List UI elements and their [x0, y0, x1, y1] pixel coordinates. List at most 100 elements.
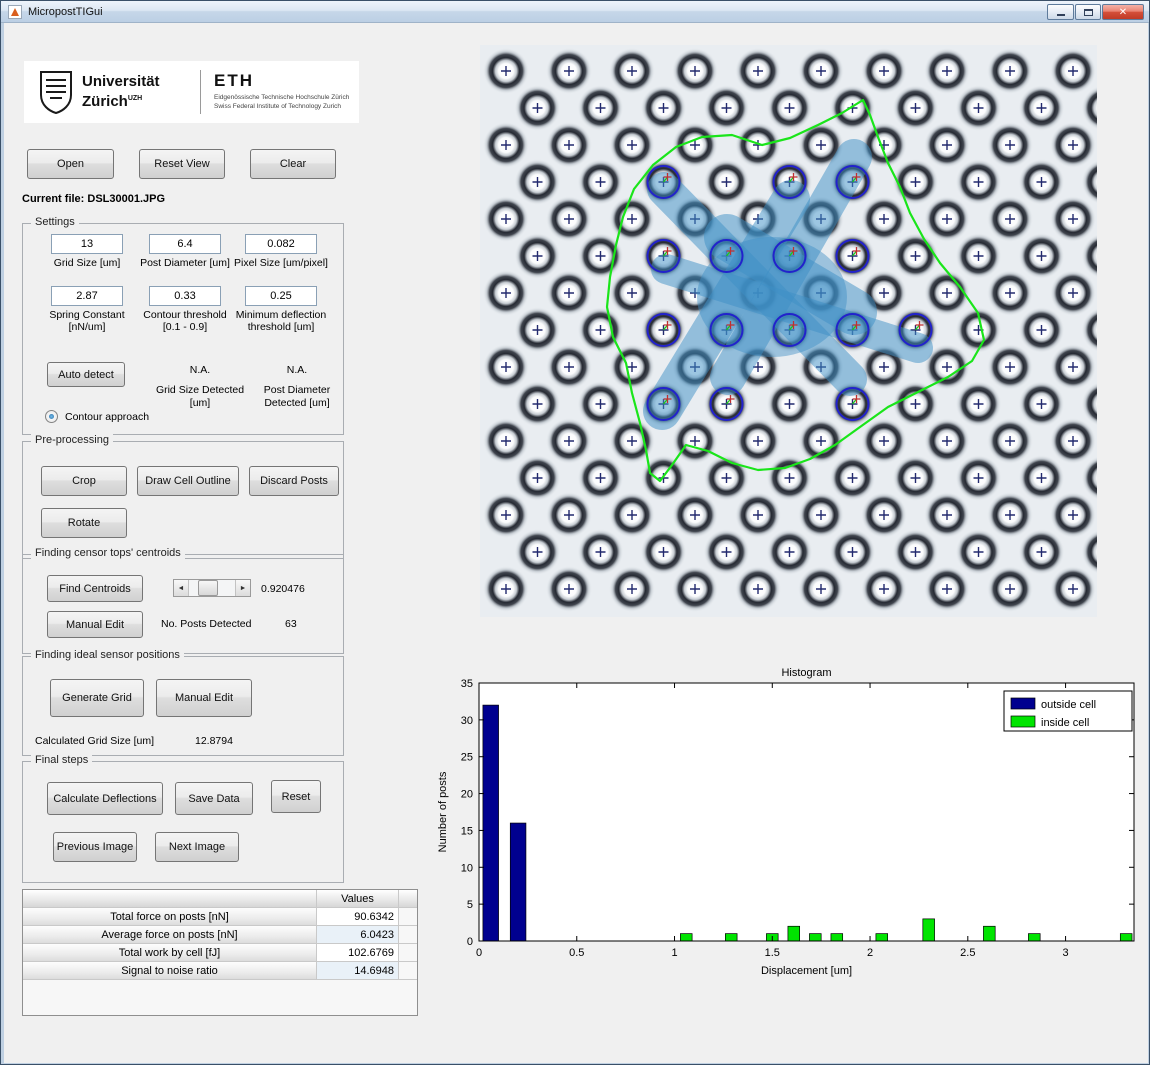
slider-left-arrow-icon[interactable]: ◄: [174, 580, 189, 596]
row-value[interactable]: 90.6342: [317, 908, 399, 926]
window-title: MicropostTIGui: [28, 5, 103, 18]
row-label: Total work by cell [fJ]: [23, 944, 317, 962]
table-row: Total work by cell [fJ] 102.6769: [23, 944, 417, 962]
eth-subtitle-en: Swiss Federal Institute of Technology Zu…: [214, 103, 342, 110]
maximize-icon: [1083, 8, 1093, 16]
next-image-button[interactable]: Next Image: [155, 832, 239, 862]
slider-thumb[interactable]: [198, 580, 218, 596]
svg-text:30: 30: [461, 715, 473, 727]
svg-text:10: 10: [461, 862, 473, 874]
app-icon: [8, 4, 22, 19]
inside-post-markers: [646, 165, 933, 421]
slider-right-arrow-icon[interactable]: ►: [235, 580, 250, 596]
find-centroids-button[interactable]: Find Centroids: [47, 575, 143, 602]
svg-text:15: 15: [461, 825, 473, 837]
generate-grid-button[interactable]: Generate Grid: [50, 679, 144, 717]
svg-text:0.5: 0.5: [569, 947, 584, 959]
cell-stain: [643, 139, 933, 430]
preprocessing-panel: Pre-processing Crop Draw Cell Outline Di…: [22, 434, 344, 559]
spring-constant-label: Spring Constant [nN/um]: [49, 309, 125, 333]
rotate-button[interactable]: Rotate: [41, 508, 127, 538]
contour-threshold-label: Contour threshold [0.1 - 0.9]: [143, 309, 227, 333]
close-icon: ✕: [1118, 6, 1128, 18]
svg-text:25: 25: [461, 752, 473, 764]
contour-approach-radio[interactable]: [45, 410, 58, 423]
row-value[interactable]: 14.6948: [317, 962, 399, 980]
svg-text:5: 5: [467, 899, 473, 911]
values-column-header: Values: [317, 890, 399, 908]
open-button[interactable]: Open: [27, 149, 114, 179]
svg-text:20: 20: [461, 789, 473, 801]
svg-text:Histogram: Histogram: [781, 667, 831, 679]
title-bar[interactable]: MicropostTIGui ✕: [1, 1, 1149, 23]
row-value[interactable]: 6.0423: [317, 926, 399, 944]
row-label: Total force on posts [nN]: [23, 908, 317, 926]
logo-divider: [200, 70, 201, 114]
grid-size-label: Grid Size [um]: [53, 257, 121, 269]
grid-detected-label: Grid Size Detected [um]: [155, 384, 245, 409]
svg-text:2.5: 2.5: [960, 947, 975, 959]
reset-view-button[interactable]: Reset View: [139, 149, 225, 179]
table-row: Average force on posts [nN] 6.0423: [23, 926, 417, 944]
draw-cell-outline-button[interactable]: Draw Cell Outline: [137, 466, 239, 496]
svg-text:inside cell: inside cell: [1041, 717, 1089, 729]
university-logos: Universität ZürichUZH ETH Eidgenössische…: [24, 61, 359, 123]
min-deflection-label: Minimum deflection threshold [um]: [235, 309, 327, 333]
crop-button[interactable]: Crop: [41, 466, 127, 496]
centroids-panel-title: Finding censor tops' centroids: [31, 547, 185, 559]
pixel-size-label: Pixel Size [um/pixel]: [234, 257, 328, 269]
calc-grid-size-value: 12.8794: [195, 735, 233, 747]
histogram-plot: 0 0.5 1 1.5 2 2.5 305101520253035HistogramDisp…: [437, 667, 1135, 977]
uzh-sup: UZH: [127, 95, 143, 102]
threshold-slider[interactable]: ◄ ►: [173, 579, 251, 597]
final-steps-panel-title: Final steps: [31, 754, 93, 766]
settings-panel-title: Settings: [31, 216, 79, 228]
uzh-wordmark: Universität ZürichUZH: [82, 73, 160, 110]
previous-image-button[interactable]: Previous Image: [53, 832, 137, 862]
row-value[interactable]: 102.6769: [317, 944, 399, 962]
minimize-button[interactable]: [1047, 4, 1074, 20]
slider-track[interactable]: [189, 580, 235, 596]
reset-button[interactable]: Reset: [271, 780, 321, 813]
cell-outline: [605, 98, 986, 483]
contour-threshold-input[interactable]: [149, 286, 221, 306]
svg-text:0: 0: [476, 947, 482, 959]
final-steps-panel: Final steps Calculate Deflections Save D…: [22, 754, 344, 883]
microscopy-image[interactable]: [480, 45, 1097, 617]
svg-text:Number of posts: Number of posts: [437, 771, 449, 852]
clear-button[interactable]: Clear: [250, 149, 336, 179]
table-row: Signal to noise ratio 14.6948: [23, 962, 417, 980]
grid-detected-value: N.A.: [189, 364, 211, 376]
maximize-button[interactable]: [1075, 4, 1101, 20]
calculate-deflections-button[interactable]: Calculate Deflections: [47, 782, 163, 815]
save-data-button[interactable]: Save Data: [175, 782, 253, 815]
slider-value: 0.920476: [261, 583, 305, 595]
uzh-crest-icon: [40, 71, 72, 115]
main-content: Universität ZürichUZH ETH Eidgenössische…: [4, 23, 1148, 1063]
svg-text:1: 1: [671, 947, 677, 959]
manual-edit-centroids-button[interactable]: Manual Edit: [47, 611, 143, 638]
post-detected-value: N.A.: [286, 364, 308, 376]
post-detected-label: Post Diameter Detected [um]: [263, 384, 331, 409]
results-table: Values Total force on posts [nN] 90.6342…: [22, 889, 418, 1016]
posts-detected-label: No. Posts Detected: [161, 618, 252, 630]
calc-grid-size-label: Calculated Grid Size [um]: [35, 735, 155, 747]
svg-text:0: 0: [467, 936, 473, 948]
auto-detect-button[interactable]: Auto detect: [47, 362, 125, 387]
post-diameter-input[interactable]: [149, 234, 221, 254]
preprocessing-panel-title: Pre-processing: [31, 434, 113, 446]
manual-edit-grid-button[interactable]: Manual Edit: [156, 679, 252, 717]
close-button[interactable]: ✕: [1102, 4, 1144, 20]
centroids-panel: Finding censor tops' centroids Find Cent…: [22, 547, 344, 654]
svg-text:1.5: 1.5: [765, 947, 780, 959]
grid-size-input[interactable]: [51, 234, 123, 254]
table-row: Total force on posts [nN] 90.6342: [23, 908, 417, 926]
pixel-size-input[interactable]: [245, 234, 317, 254]
min-deflection-input[interactable]: [245, 286, 317, 306]
post-diameter-label: Post Diameter [um]: [140, 257, 230, 269]
svg-text:Displacement [um]: Displacement [um]: [761, 965, 852, 977]
discard-posts-button[interactable]: Discard Posts: [249, 466, 339, 496]
svg-text:3: 3: [1063, 947, 1069, 959]
spring-constant-input[interactable]: [51, 286, 123, 306]
